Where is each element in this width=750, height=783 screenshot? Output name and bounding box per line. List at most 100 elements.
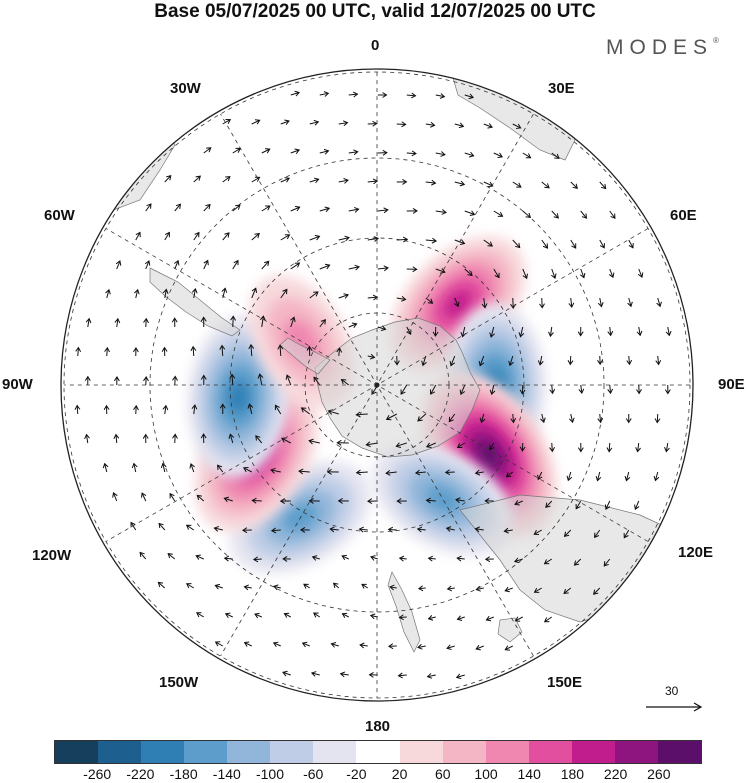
wind-arrow [327, 409, 339, 415]
wind-arrow [251, 287, 258, 299]
wind-arrow [464, 93, 475, 100]
wind-arrow [474, 469, 484, 476]
wind-arrow [279, 498, 291, 504]
wind-arrow [653, 471, 660, 482]
wind-arrow [319, 263, 331, 270]
wind-arrow [449, 355, 456, 367]
colorbar-swatch [227, 741, 271, 763]
wind-arrow [193, 231, 200, 241]
wind-arrow [274, 404, 282, 415]
wind-arrow [145, 203, 152, 212]
wind-arrow [395, 442, 407, 448]
wind-arrow [425, 237, 438, 244]
wind-arrow [414, 469, 426, 476]
wind-arrow [454, 122, 465, 129]
wind-arrow [338, 120, 349, 127]
wind-arrow [567, 355, 574, 366]
wind-arrow [290, 316, 296, 328]
wind-arrow [608, 268, 615, 279]
wind-arrow [483, 181, 494, 188]
wind-arrow [623, 529, 630, 539]
colorbar-swatch [356, 741, 400, 763]
wind-arrow [444, 469, 455, 476]
wind-arrow [219, 403, 226, 415]
wind-arrow [135, 231, 141, 241]
wind-arrow [299, 527, 310, 533]
wind-arrow [203, 259, 209, 270]
colorbar-swatch [485, 741, 529, 763]
wind-arrow [133, 288, 140, 299]
wind-arrow [164, 174, 172, 183]
wind-arrow [338, 178, 349, 184]
wind-arrow [85, 317, 92, 328]
wind-arrow [272, 584, 281, 591]
wind-arrow [222, 232, 230, 241]
wind-arrow [427, 555, 436, 562]
lon-label-90w: 90W [2, 376, 33, 393]
reference-vector-arrow [646, 702, 703, 712]
colorbar-tick-label: -180 [169, 766, 198, 782]
wind-arrow [361, 583, 369, 589]
colorbar-swatch [571, 741, 615, 763]
wind-arrow [541, 181, 550, 189]
wind-arrow [568, 297, 575, 309]
wind-arrow [190, 345, 197, 357]
wind-arrow [377, 92, 388, 98]
wind-arrow [319, 148, 330, 155]
wind-arrow [311, 555, 320, 561]
wind-arrow [448, 413, 456, 423]
wind-arrow [533, 529, 543, 535]
wind-arrow [493, 268, 500, 279]
wind-arrow [310, 671, 320, 677]
lon-label-30e: 30E [548, 80, 575, 97]
wind-arrow [339, 671, 349, 678]
reference-vector-value: 30 [665, 684, 679, 698]
wind-arrow [597, 413, 604, 424]
wind-arrow [478, 355, 485, 367]
wind-arrow [489, 442, 495, 451]
new-zealand [387, 571, 421, 653]
wind-arrow [257, 373, 264, 386]
wind-arrow [303, 583, 311, 589]
wind-arrow [406, 266, 418, 273]
wind-arrow [635, 442, 641, 453]
wind-arrow [203, 147, 212, 154]
wind-arrow [514, 500, 523, 506]
wind-arrow [251, 176, 261, 183]
wind-arrow [435, 209, 447, 215]
colorbar-swatch [55, 741, 99, 763]
wind-arrow [435, 151, 446, 157]
wind-arrow [397, 672, 407, 679]
wind-arrow [377, 265, 389, 272]
wind-arrow [144, 260, 151, 270]
wind-arrow [406, 92, 417, 99]
wind-arrow [185, 524, 195, 531]
wind-arrow [319, 319, 326, 328]
wind-arrow [114, 317, 121, 328]
map-border [60, 68, 694, 702]
wind-arrow [230, 315, 237, 328]
wind-arrow [222, 118, 232, 125]
wind-arrow [475, 585, 484, 592]
wind-arrow [599, 181, 607, 190]
wind-arrow [568, 413, 575, 424]
antarctica [314, 317, 481, 458]
wind-arrow [196, 494, 205, 502]
wind-arrow [398, 614, 407, 621]
wind-arrow [425, 121, 436, 128]
wind-arrow [634, 500, 640, 511]
wind-arrow [417, 413, 427, 422]
wind-arrow [435, 93, 446, 99]
wind-arrow [655, 355, 662, 366]
wind-arrow [551, 268, 557, 280]
wind-arrow [172, 433, 178, 444]
wind-arrow [369, 613, 378, 620]
wind-arrow [319, 206, 331, 213]
wind-arrow [171, 317, 178, 328]
colorbar-tick-label: -220 [126, 766, 155, 782]
wind-arrow [656, 297, 662, 308]
wind-arrow [504, 586, 513, 593]
registered-mark: ® [713, 36, 719, 45]
wind-arrow [232, 259, 239, 270]
